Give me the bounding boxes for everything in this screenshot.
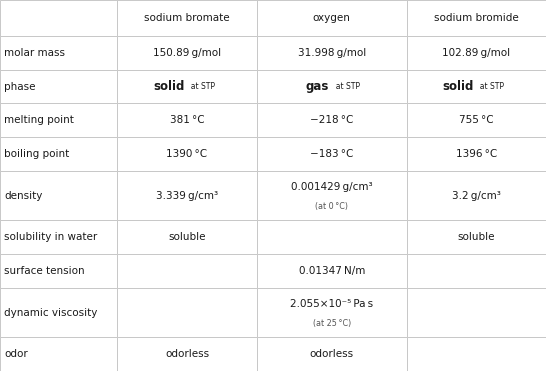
Text: 3.2 g/cm³: 3.2 g/cm³ [452,191,501,201]
Bar [117,288,257,337]
Bar [257,288,407,337]
Bar [407,36,546,70]
Bar [117,137,257,171]
Bar [257,254,407,288]
Text: 381 °C: 381 °C [170,115,204,125]
Text: 0.001429 g/cm³: 0.001429 g/cm³ [291,182,372,192]
Bar [0,104,117,137]
Bar [117,70,257,104]
Bar [257,36,407,70]
Text: 3.339 g/cm³: 3.339 g/cm³ [156,191,218,201]
Text: at STP: at STP [330,82,360,91]
Bar [407,70,546,104]
Text: −218 °C: −218 °C [310,115,353,125]
Bar [117,171,257,220]
Text: 31.998 g/mol: 31.998 g/mol [298,48,366,58]
Bar [117,0,257,36]
Text: 150.89 g/mol: 150.89 g/mol [153,48,221,58]
Bar [257,137,407,171]
Text: soluble: soluble [168,232,206,242]
Text: sodium bromate: sodium bromate [144,13,230,23]
Text: 0.01347 N/m: 0.01347 N/m [299,266,365,276]
Bar [0,254,117,288]
Bar [0,0,117,36]
Bar [407,288,546,337]
Text: −183 °C: −183 °C [310,149,353,159]
Bar [257,0,407,36]
Text: dynamic viscosity: dynamic viscosity [4,308,98,318]
Bar [117,220,257,254]
Text: odorless: odorless [165,349,209,359]
Text: density: density [4,191,43,201]
Bar [407,337,546,371]
Bar [117,337,257,371]
Text: gas: gas [306,80,329,93]
Bar [0,36,117,70]
Text: melting point: melting point [4,115,74,125]
Bar [407,137,546,171]
Bar [407,104,546,137]
Text: odor: odor [4,349,28,359]
Text: soluble: soluble [458,232,495,242]
Bar [407,171,546,220]
Text: oxygen: oxygen [313,13,351,23]
Bar [0,220,117,254]
Text: (at 0 °C): (at 0 °C) [315,202,348,211]
Text: solid: solid [442,80,474,93]
Text: at STP: at STP [475,82,505,91]
Text: solid: solid [153,80,185,93]
Text: phase: phase [4,82,36,92]
Text: at STP: at STP [186,82,215,91]
Bar [117,254,257,288]
Bar [0,171,117,220]
Bar [0,337,117,371]
Text: surface tension: surface tension [4,266,85,276]
Text: 1396 °C: 1396 °C [456,149,497,159]
Bar [257,104,407,137]
Bar [257,171,407,220]
Text: molar mass: molar mass [4,48,66,58]
Text: (at 25 °C): (at 25 °C) [312,319,351,328]
Bar [117,36,257,70]
Bar [117,104,257,137]
Text: 2.055×10⁻⁵ Pa s: 2.055×10⁻⁵ Pa s [290,299,373,309]
Bar [257,337,407,371]
Bar [407,254,546,288]
Bar [0,137,117,171]
Bar [257,70,407,104]
Text: 102.89 g/mol: 102.89 g/mol [442,48,511,58]
Text: solubility in water: solubility in water [4,232,98,242]
Text: odorless: odorless [310,349,354,359]
Text: boiling point: boiling point [4,149,70,159]
Text: 755 °C: 755 °C [459,115,494,125]
Bar [0,70,117,104]
Bar [257,220,407,254]
Bar [407,220,546,254]
Text: 1390 °C: 1390 °C [167,149,207,159]
Text: sodium bromide: sodium bromide [434,13,519,23]
Bar [0,288,117,337]
Bar [407,0,546,36]
